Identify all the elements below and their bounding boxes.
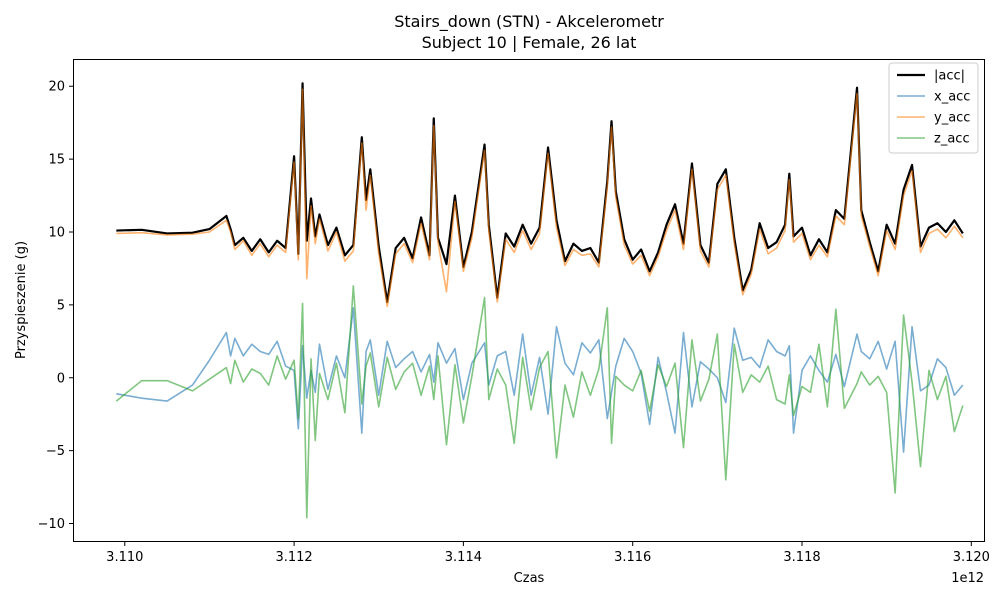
y-tick-label: −10 [38,517,65,532]
y-axis-label: Przyspieszenie (g) [14,241,29,359]
x-tick-label: 3.112 [275,550,312,565]
x-tick-label: 3.118 [783,550,820,565]
x-axis-label: Czas [514,571,545,586]
legend-label-3: z_acc [934,132,970,147]
legend-label-0: |acc| [934,69,965,84]
series-line-0 [116,82,964,304]
x-tick-label: 3.114 [445,550,482,565]
chart-subtitle: Subject 10 | Female, 26 lat [422,33,637,52]
series-line-3 [115,285,964,519]
y-tick-label: 10 [48,225,65,240]
y-tick-label: 20 [48,80,65,95]
series-line-2 [116,88,964,308]
legend-label-2: y_acc [934,111,970,126]
legend-items: |acc| x_acc y_acc z_acc [897,69,970,147]
x-tick-label: 3.116 [614,550,651,565]
x-offset-label: 1e12 [951,571,984,586]
y-tick-label: −5 [46,444,65,459]
legend-frame [888,62,979,154]
series-group [115,82,964,519]
x-tick-label: 3.120 [953,550,990,565]
chart-title: Stairs_down (STN) - Akcelerometr [394,12,664,32]
plot-frame [73,59,985,542]
axes-group: 3.110 3.112 3.114 3.116 3.118 3.120 −10 −5 0 5 10 1… [38,80,990,565]
y-tick-label: 0 [57,371,65,386]
series-line-1 [116,306,964,453]
y-tick-label: 5 [57,298,65,313]
legend: |acc| x_acc y_acc z_acc [888,62,979,154]
legend-label-1: x_acc [934,90,970,105]
x-tick-label: 3.110 [106,550,143,565]
y-tick-label: 15 [48,153,65,168]
